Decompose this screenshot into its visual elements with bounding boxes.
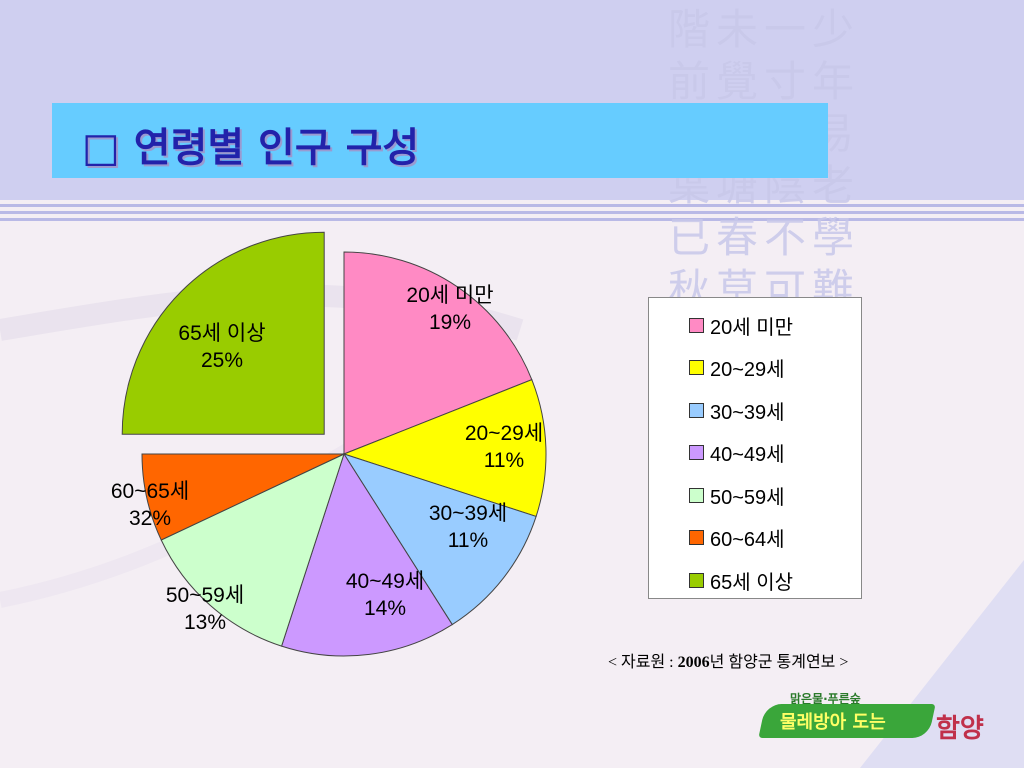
slice-label: 40~49세 14% [346,568,424,622]
logo-main-badge: 물레방아 도는 [758,704,936,738]
legend-label: 30~39세 [710,401,785,424]
legend-swatch [689,445,704,460]
legend-label: 20~29세 [710,359,785,381]
slice-label-percent: 25% [200,349,244,372]
pie-slice [160,453,345,647]
pie-slice [342,378,547,518]
chart-legend: 20세 미만 20~29세 30~39세 40~49세 50~59세 60~64세 65세 … [648,297,862,599]
pie-slice [342,453,537,626]
slice-label-name: 50~59세 [165,584,245,607]
source-note: < 자료원 : 2006년 함양군 통계연보 > [608,654,849,671]
slice-label-name: 65세 이상 [178,322,266,345]
legend-label: 20세 미만 [710,316,794,339]
slice-label: 60~65세 32% [111,478,189,532]
legend-item: 20세 미만 [689,312,794,339]
legend-item: 50~59세 [689,482,785,509]
pie-slice [343,251,533,455]
pie-slice [121,231,325,435]
page-title: □ 연령별 인구 구성 [82,125,420,171]
legend-item: 40~49세 [689,440,785,466]
slice-label-name: 60~65세 [110,480,190,503]
slice-label-name: 30~39세 [428,502,508,525]
legend-item: 60~64세 [689,525,785,551]
slice-label: 20~29세 11% [465,420,543,474]
legend-item: 20~29세 [689,355,785,381]
slice-label: 20세 미만 19% [406,282,493,336]
slice-label-percent: 19% [428,311,472,334]
legend-label: 65세 이상 [710,571,794,594]
legend-label: 40~49세 [710,444,785,466]
title-box: □ 연령별 인구 구성 [52,103,828,178]
slice-label-percent: 32% [128,507,172,530]
pie-slice [141,453,345,541]
legend-swatch [689,530,704,545]
legend-swatch [689,317,704,333]
slice-label-percent: 13% [183,611,227,634]
divider-stripe [0,204,1024,207]
slice-label: 50~59세 13% [166,582,244,636]
slice-label-percent: 14% [363,597,407,620]
legend-label: 60~64세 [710,529,785,551]
legend-swatch [689,402,704,418]
logo-main-text: 물레방아 도는 [780,712,886,733]
slice-label-percent: 11% [483,449,525,472]
slice-label-name: 40~49세 [345,570,425,593]
logo-name: 함양 [936,714,984,744]
slice-label-name: 20세 미만 [406,284,494,307]
hamyang-logo: 맑은물·푸른숲 물레방아 도는 함양 [750,690,985,750]
slice-label: 65세 이상 25% [178,320,265,374]
slice-label-percent: 11% [447,529,489,552]
legend-swatch [689,360,704,375]
pie-slice [280,452,453,657]
slice-label-name: 20~29세 [464,422,544,445]
legend-swatch [689,487,704,503]
divider-stripe [0,218,1024,221]
legend-item: 65세 이상 [689,567,794,594]
legend-label: 50~59세 [710,486,785,509]
legend-item: 30~39세 [689,397,785,424]
divider-stripe [0,211,1024,214]
slice-label: 30~39세 11% [429,500,507,554]
legend-swatch [689,572,704,588]
logo-tagline: 맑은물·푸른숲 [790,692,861,706]
